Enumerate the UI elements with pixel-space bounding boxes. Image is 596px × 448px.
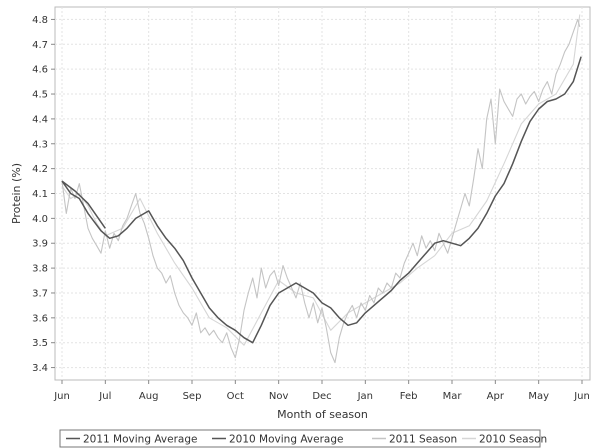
legend-label-2011-season: 2011 Season xyxy=(389,434,457,446)
y-tick-label: 4.1 xyxy=(32,189,48,200)
x-tick-label: Jun xyxy=(53,391,70,402)
y-tick-label: 4.6 xyxy=(32,65,48,76)
series-line-2010-moving-average xyxy=(61,180,106,229)
y-tick-label: 3.6 xyxy=(32,313,48,324)
legend-label-2010-season: 2010 Season xyxy=(479,434,547,446)
plot-area: 3.4 3.5 3.6 3.7 3.8 3.9 4.0 4.1 4.2 4.3 4.4 4.5 4.6 4… xyxy=(32,6,591,402)
x-tick-label: Mar xyxy=(443,391,463,402)
y-tick-label: 4.4 xyxy=(32,114,48,125)
x-tick-label: Oct xyxy=(227,391,244,402)
y-tick-label: 3.5 xyxy=(32,338,48,349)
gridlines xyxy=(55,7,590,380)
y-tick-label: 4.0 xyxy=(32,214,48,225)
x-tick-label: May xyxy=(528,391,549,402)
y-tick-label: 4.5 xyxy=(32,90,48,101)
y-tick-label: 3.9 xyxy=(32,239,48,250)
y-axis-title: Protein (%) xyxy=(10,163,23,224)
series-group xyxy=(61,14,582,364)
legend-label-2010-moving-average: 2010 Moving Average xyxy=(229,434,343,446)
x-axis-title: Month of season xyxy=(277,408,368,421)
y-tick-label: 3.8 xyxy=(32,264,48,275)
series-line-2010-season xyxy=(61,14,581,346)
y-tick-label: 4.7 xyxy=(32,40,48,51)
y-tick-label: 4.8 xyxy=(32,15,48,26)
series-line-2011-moving-average xyxy=(61,56,582,344)
x-tick-label: Jan xyxy=(357,391,373,402)
axes: 3.4 3.5 3.6 3.7 3.8 3.9 4.0 4.1 4.2 4.3 4.4 4.5 4.6 4… xyxy=(32,15,590,402)
legend: 2011 Moving Average 2010 Moving Average 20… xyxy=(59,429,547,448)
x-tick-label: Jul xyxy=(98,391,111,402)
y-tick-label: 3.7 xyxy=(32,288,48,299)
x-tick-label: Dec xyxy=(312,391,331,402)
x-tick-label: Apr xyxy=(487,391,505,402)
x-tick-label: Nov xyxy=(269,391,289,402)
x-tick-label: Jun xyxy=(573,391,590,402)
x-tick-label: Feb xyxy=(400,391,418,402)
y-tick-label: 4.3 xyxy=(32,139,48,150)
x-tick-label: Sep xyxy=(183,391,202,402)
legend-label-2011-moving-average: 2011 Moving Average xyxy=(83,434,197,446)
x-tick-label: Aug xyxy=(139,391,159,402)
y-tick-label: 4.2 xyxy=(32,164,48,175)
legend-box xyxy=(59,429,541,448)
series-line-2011-season xyxy=(61,18,581,364)
y-tick-label: 3.4 xyxy=(32,363,48,374)
